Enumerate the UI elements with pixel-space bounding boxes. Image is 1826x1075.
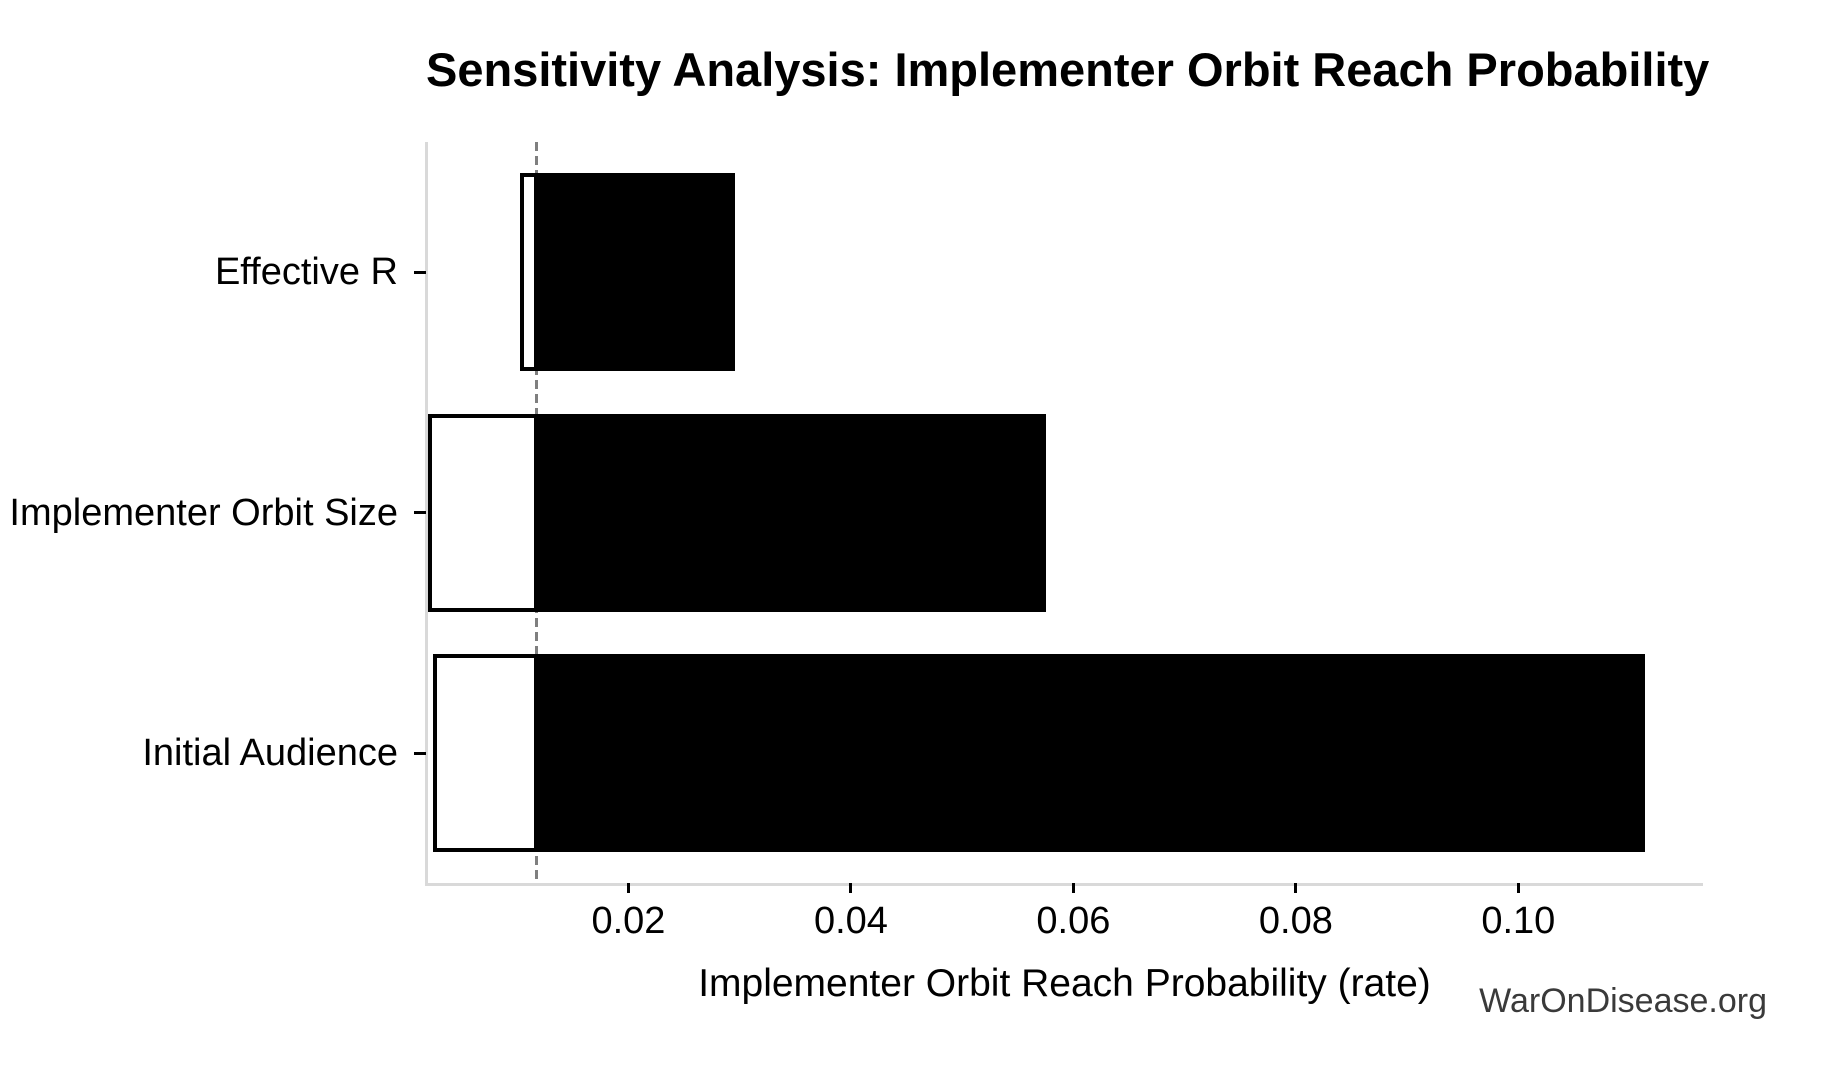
x-tick-label-0.04: 0.04	[813, 900, 888, 942]
watermark-text: WarOnDisease.org	[1479, 982, 1767, 1020]
y-tick-mark	[414, 270, 426, 274]
x-axis-spine	[425, 883, 1703, 886]
chart-title: Sensitivity Analysis: Implementer Orbit …	[426, 43, 1710, 96]
x-tick-mark	[1294, 883, 1298, 893]
y-tick-label-initial-audience: Initial Audience	[142, 732, 398, 774]
y-tick-label-effective-r: Effective R	[214, 251, 398, 293]
bar-low-initial-audience	[432, 654, 539, 852]
x-tick-label-0.08: 0.08	[1258, 900, 1333, 942]
bar-high-initial-audience	[536, 654, 1645, 852]
bar-high-effective-r	[536, 173, 735, 371]
x-tick-mark	[1516, 883, 1520, 893]
x-tick-label-0.02: 0.02	[591, 900, 666, 942]
bar-low-implementer-orbit-size	[428, 413, 539, 612]
y-tick-label-implementer-orbit-size: Implementer Orbit Size	[9, 491, 398, 534]
y-axis-spine	[425, 142, 428, 886]
x-tick-mark	[849, 883, 853, 893]
x-tick-mark	[1071, 883, 1075, 893]
y-tick-mark	[414, 751, 426, 755]
x-tick-label-0.06: 0.06	[1036, 900, 1111, 942]
y-tick-mark	[414, 511, 426, 514]
bar-low-effective-r	[519, 173, 539, 371]
plot-area: 0.02 0.04 0.06 0.08 0.10	[414, 142, 1703, 942]
x-axis-label: Implementer Orbit Reach Probability (rat…	[698, 962, 1431, 1005]
x-tick-label-0.10: 0.10	[1481, 900, 1556, 942]
bar-high-implementer-orbit-size	[536, 413, 1047, 612]
x-tick-mark	[626, 883, 630, 893]
